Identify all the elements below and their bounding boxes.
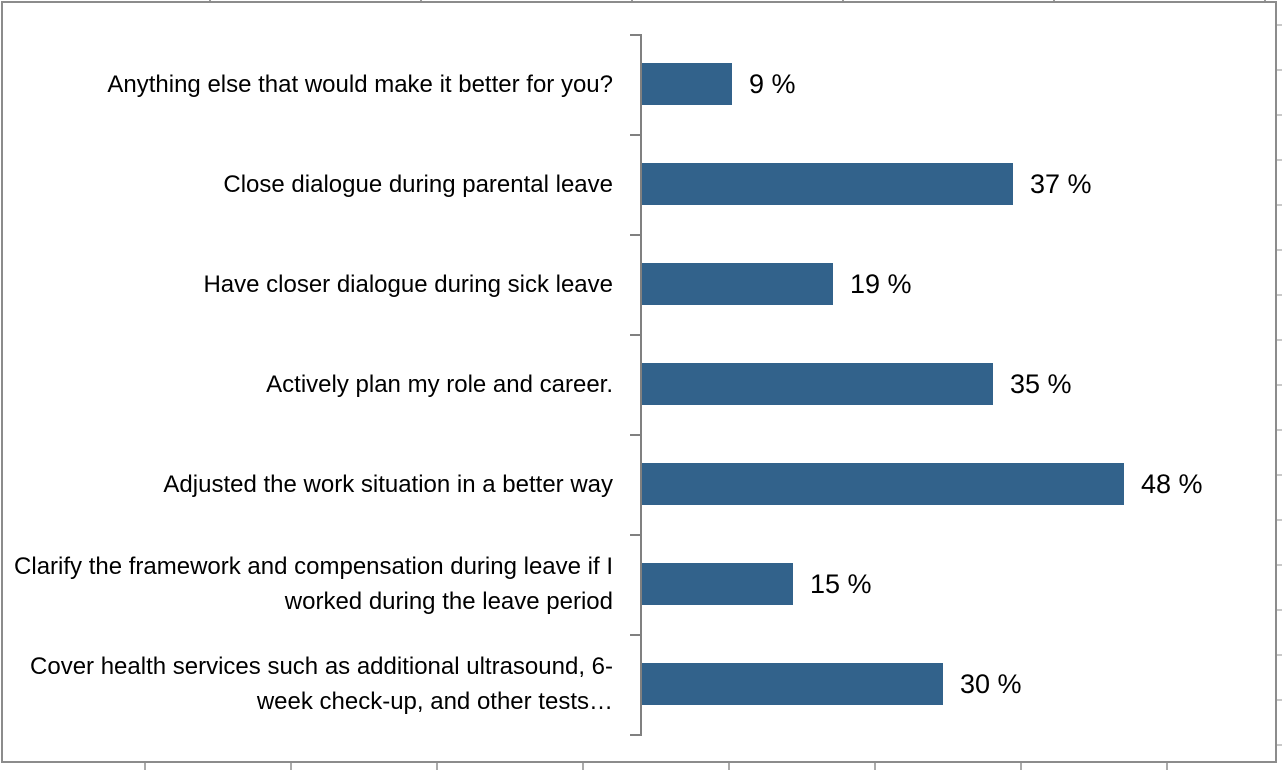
category-label: Have closer dialogue during sick leave: [203, 270, 613, 298]
y-axis-tick: [630, 734, 640, 736]
y-axis-tick: [630, 334, 640, 336]
bar-zone: 19 %: [642, 263, 1275, 305]
y-axis-tick: [630, 634, 640, 636]
bar: [642, 563, 793, 605]
value-label: 48 %: [1141, 468, 1203, 499]
bar-row: Actively plan my role and career. 35 %: [3, 334, 1275, 434]
spreadsheet-gridline-right: [1277, 0, 1282, 770]
category-label: Adjusted the work situation in a better …: [163, 470, 613, 498]
bar-row: Adjusted the work situation in a better …: [3, 434, 1275, 534]
category-label: Anything else that would make it better …: [107, 70, 613, 98]
bar-zone: 30 %: [642, 663, 1275, 705]
bar-zone: 15 %: [642, 563, 1275, 605]
value-label: 19 %: [850, 268, 912, 299]
y-axis-tick: [630, 534, 640, 536]
bar-row: Clarify the framework and compensation d…: [3, 534, 1275, 634]
bar-rows: Anything else that would make it better …: [3, 34, 1275, 734]
y-axis-tick: [630, 234, 640, 236]
value-label: 15 %: [810, 568, 872, 599]
category-label: Close dialogue during parental leave: [223, 170, 613, 198]
plot-area: Anything else that would make it better …: [3, 3, 1275, 761]
bar-zone: 9 %: [642, 63, 1275, 105]
spreadsheet-gridline-bottom: [0, 763, 1282, 770]
bar: [642, 263, 833, 305]
bar-row: Close dialogue during parental leave 37 %: [3, 134, 1275, 234]
y-axis-line: [640, 34, 642, 736]
value-label: 30 %: [960, 668, 1022, 699]
value-label: 37 %: [1030, 168, 1092, 199]
bar: [642, 463, 1124, 505]
bar: [642, 663, 943, 705]
bar-row: Anything else that would make it better …: [3, 34, 1275, 134]
bar-zone: 35 %: [642, 363, 1275, 405]
bar-row: Cover health services such as additional…: [3, 634, 1275, 734]
value-label: 35 %: [1010, 368, 1072, 399]
bar-zone: 48 %: [642, 463, 1275, 505]
bar: [642, 163, 1013, 205]
bar-zone: 37 %: [642, 163, 1275, 205]
bar: [642, 63, 732, 105]
category-label: Clarify the framework and compensation d…: [14, 553, 613, 615]
y-axis-tick: [630, 134, 640, 136]
y-axis-tick: [630, 34, 640, 36]
category-label: Cover health services such as additional…: [30, 653, 613, 715]
bar: [642, 363, 993, 405]
bar-row: Have closer dialogue during sick leave 19…: [3, 234, 1275, 334]
y-axis-tick: [630, 434, 640, 436]
value-label: 9 %: [749, 68, 796, 99]
category-label: Actively plan my role and career.: [266, 370, 613, 398]
